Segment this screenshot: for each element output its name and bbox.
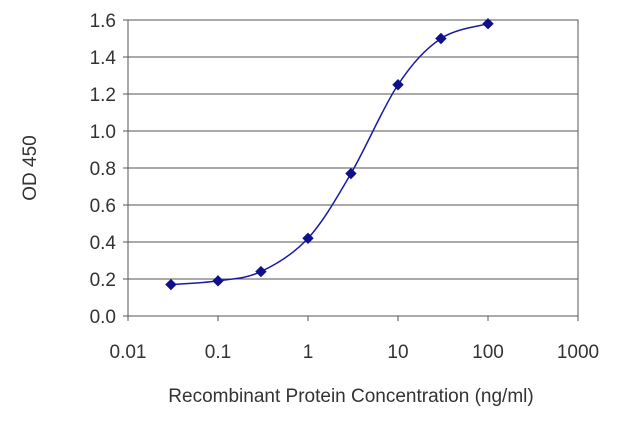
y-tick-label: 0.2	[90, 270, 116, 291]
x-tick-label: 100	[472, 342, 504, 363]
data-point	[392, 79, 404, 91]
gridlines	[128, 56, 578, 280]
fitted-curve	[170, 22, 489, 286]
y-tick-label: 0.6	[90, 196, 116, 217]
x-tick-label: 0.01	[110, 342, 147, 363]
x-axis-title: Recombinant Protein Concentration (ng/ml…	[168, 386, 533, 407]
x-tick-label: 0.1	[205, 342, 231, 363]
data-point	[435, 32, 447, 45]
x-tick-label: 1000	[557, 342, 599, 363]
y-axis-title: OD 450	[20, 135, 41, 200]
data-points	[165, 17, 494, 291]
data-point	[255, 265, 267, 278]
x-axis-ticks: 0.01 0.1 1 10 100 1000	[110, 316, 599, 363]
y-tick-label: 0.4	[90, 233, 117, 254]
data-point	[482, 17, 494, 30]
data-point	[345, 167, 357, 180]
x-tick-label: 10	[387, 342, 408, 363]
y-tick-label: 1.4	[90, 48, 117, 69]
x-tick-label: 1	[303, 342, 314, 363]
data-point	[165, 278, 177, 291]
y-tick-label: 1.0	[90, 122, 116, 143]
y-axis-ticks: 0.0 0.2 0.4 0.6 0.8 1.0 1.2 1.4 1.6	[90, 11, 128, 328]
y-tick-label: 0.8	[90, 159, 116, 180]
data-point	[302, 232, 314, 245]
y-tick-label: 0.0	[90, 307, 116, 328]
y-tick-label: 1.6	[90, 11, 116, 32]
data-point	[212, 275, 224, 287]
y-tick-label: 1.2	[90, 85, 116, 106]
